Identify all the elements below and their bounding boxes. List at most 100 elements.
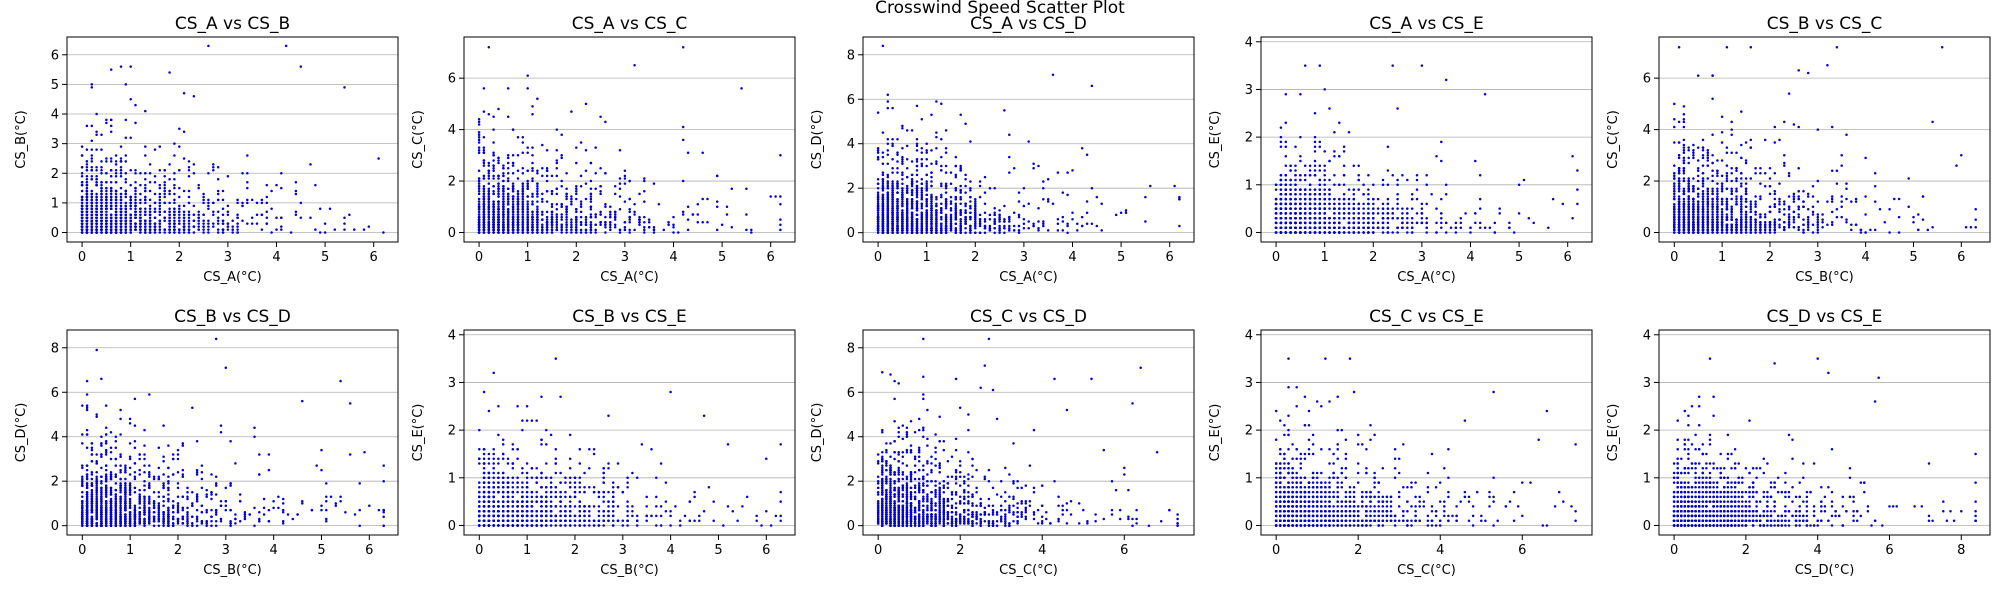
scatter-point: [492, 228, 495, 232]
scatter-point: [168, 228, 171, 231]
scatter-point: [158, 201, 162, 205]
scatter-point: [901, 155, 904, 159]
scatter-point: [348, 213, 351, 216]
scatter-point: [978, 220, 982, 223]
scatter-point: [492, 190, 495, 193]
scatter-point: [482, 187, 486, 191]
scatter-point: [944, 224, 948, 228]
scatter-point: [886, 226, 890, 230]
scatter-point: [163, 216, 166, 219]
x-tick-label: 2: [175, 250, 183, 265]
scatter-point: [1299, 154, 1302, 158]
scatter-point: [148, 228, 152, 231]
scatter-point: [541, 166, 544, 170]
scatter-point: [584, 220, 588, 224]
scatter-point: [182, 222, 186, 225]
scatter-point: [129, 207, 132, 211]
scatter-point: [940, 226, 943, 230]
scatter-point: [275, 216, 278, 219]
scatter-point: [876, 193, 880, 197]
scatter-point: [881, 206, 885, 210]
scatter-point: [623, 174, 627, 178]
scatter-point: [158, 222, 162, 225]
scatter-point: [925, 193, 928, 197]
y-axis-label: CS_D(°C): [810, 110, 825, 170]
scatter-point: [545, 148, 549, 152]
scatter-point: [119, 207, 123, 211]
scatter-point: [954, 229, 958, 232]
scatter-point: [163, 189, 166, 193]
scatter-point: [891, 191, 894, 194]
scatter-point: [915, 209, 919, 212]
scatter-point: [85, 192, 89, 196]
scatter-point: [998, 215, 1001, 219]
scatter-point: [1406, 212, 1409, 215]
scatter-point: [930, 195, 933, 199]
scatter-point: [1076, 222, 1079, 226]
panel-title: CS_A vs CS_D: [970, 14, 1087, 34]
scatter-point: [506, 187, 510, 191]
scatter-point: [134, 121, 137, 125]
scatter-point: [536, 218, 539, 221]
scatter-point: [579, 231, 583, 234]
scatter-point: [482, 148, 486, 152]
scatter-point: [579, 200, 583, 203]
scatter-point: [134, 222, 137, 225]
scatter-point: [541, 218, 544, 221]
scatter-point: [925, 149, 928, 152]
scatter-point: [1124, 211, 1128, 214]
scatter-point: [139, 192, 142, 196]
scatter-point: [969, 186, 972, 190]
scatter-point: [959, 164, 962, 168]
scatter-point: [901, 211, 904, 214]
scatter-point: [1420, 64, 1424, 67]
scatter-point: [109, 169, 113, 172]
scatter-point: [526, 200, 529, 203]
scatter-point: [935, 222, 938, 226]
scatter-point: [487, 218, 491, 221]
scatter-point: [555, 202, 559, 206]
scatter-point: [550, 218, 554, 221]
scatter-point: [90, 189, 94, 193]
scatter-point: [531, 161, 534, 165]
scatter-point: [526, 151, 529, 154]
scatter-point: [477, 179, 481, 183]
scatter-point: [226, 204, 230, 208]
scatter-point: [526, 226, 529, 229]
scatter-point: [545, 190, 549, 193]
scatter-point: [594, 215, 597, 219]
x-axis-label: CS_A(°C): [999, 270, 1057, 285]
scatter-point: [294, 180, 298, 184]
scatter-point: [920, 151, 924, 154]
scatter-point: [487, 200, 491, 203]
scatter-point: [584, 228, 588, 232]
scatter-point: [944, 215, 948, 219]
scatter-point: [1046, 229, 1050, 232]
scatter-point: [134, 210, 137, 214]
scatter-point: [178, 219, 181, 222]
scatter-point: [114, 169, 118, 172]
scatter-point: [925, 158, 928, 161]
scatter-point: [779, 154, 782, 157]
scatter-point: [163, 195, 166, 199]
scatter-point: [241, 204, 244, 208]
scatter-point: [584, 102, 588, 106]
scatter-point: [652, 182, 656, 185]
scatter-point: [536, 169, 539, 173]
scatter-point: [202, 195, 205, 199]
scatter-point: [920, 158, 924, 161]
scatter-point: [212, 213, 215, 216]
scatter-point: [119, 219, 123, 222]
scatter-point: [599, 210, 602, 214]
scatter-point: [521, 172, 525, 175]
scatter-point: [526, 208, 529, 211]
scatter-point: [901, 215, 904, 219]
scatter-point: [294, 213, 298, 216]
scatter-point: [701, 197, 704, 201]
scatter-point: [1386, 169, 1390, 172]
scatter-point: [294, 210, 298, 214]
scatter-point: [1338, 202, 1341, 206]
scatter-point: [686, 205, 690, 209]
scatter-point: [993, 218, 996, 221]
scatter-point: [477, 208, 481, 211]
